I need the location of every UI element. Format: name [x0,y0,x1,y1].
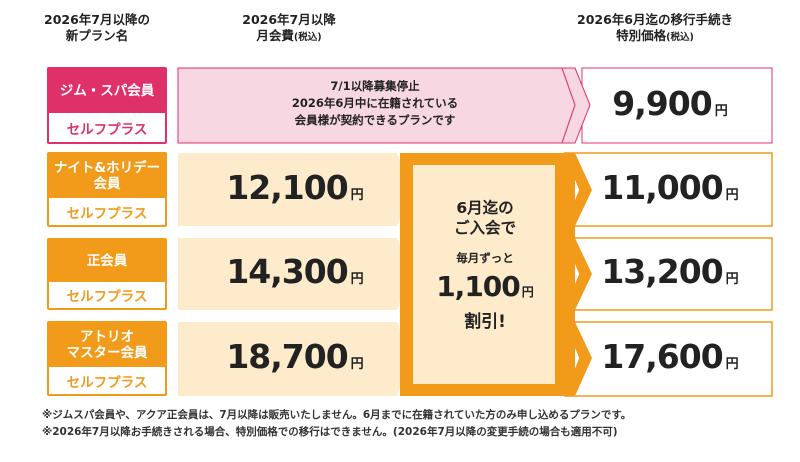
row1-price-notch [561,67,591,144]
price-value: 11,000 [601,168,723,207]
plan-sub: セルフプラス [49,367,165,394]
price-value: 9,900 [612,84,712,123]
notice-line: 会員様が契約できるプランです [294,113,456,127]
tax-note: (税込) [666,32,694,43]
header-special-price: 2026年6月迄の移行手続き 特別価格(税込) [540,12,770,46]
yen-unit: 円 [725,272,739,287]
yen-unit: 円 [521,285,534,299]
price-value: 12,100 [226,168,348,207]
row1-price-cell [581,67,773,144]
plan-name: ジム・スパ会員 [49,69,165,113]
plan-name: 正会員 [49,240,165,282]
discount-block: 6月迄の ご入会で 毎月ずっと 1,100 円 割引! [420,198,550,332]
discount-line: 6月迄の [456,199,514,217]
yen-unit: 円 [725,188,739,203]
plan-name: アトリオ マスター会員 [49,323,165,367]
plan-label-atrio-master: アトリオ マスター会員 セルフプラス [47,321,167,396]
yen-unit: 円 [725,357,739,372]
row4-special-price: 17,600 円 [575,337,765,376]
header-text: 新プラン名 [65,28,129,43]
header-text: 特別価格 [616,28,667,43]
row4-monthly-fee: 18,700 円 [195,337,395,376]
notice-line: 2026年6月中に在籍されている [291,96,459,110]
discount-line: 毎月ずっと [456,251,514,265]
yen-unit: 円 [350,188,364,203]
row3-special-price: 13,200 円 [575,252,765,291]
tax-note: (税込) [293,32,322,43]
plan-name: ナイト&ホリデー 会員 [49,154,165,198]
footnote: ※2026年7月以降お手続きされる場合、特別価格での移行はできません。(2026… [42,426,618,438]
header-text: 月会費 [256,28,294,43]
discount-inner-panel [413,165,555,384]
row4-arrow [565,322,592,396]
plan-name-line: ナイト&ホリデー [53,160,161,176]
plan-label-regular: 正会員 セルフプラス [47,238,167,310]
row2-special-price: 11,000 円 [575,168,765,207]
yen-unit: 円 [350,272,364,287]
yen-unit: 円 [350,357,364,372]
row2-arrow [565,153,592,226]
plan-sub: セルフプラス [49,198,165,225]
row3-arrow [565,238,592,310]
plan-name-line: 会員 [93,176,121,192]
price-value: 14,300 [226,252,348,291]
plan-label-gym-spa: ジム・スパ会員 セルフプラス [47,67,167,144]
header-monthly-fee: 2026年7月以降 月会費(税込) [194,12,384,46]
header-text: 2026年7月以降 [242,12,336,27]
notice-line: 7/1以降募集停止 [330,79,420,93]
price-value: 13,200 [601,252,723,291]
header-text: 2026年6月迄の移行手続き [577,12,733,27]
plan-sub: セルフプラス [49,282,165,308]
discount-amount: 1,100 円 [420,270,550,303]
header-text: 2026年7月以降の [44,12,150,27]
footnote: ※ジムスパ会員や、アクア正会員は、7月以降は販売いたしません。6月までに在籍され… [42,409,632,421]
price-value: 17,600 [601,337,723,376]
row2-fee-cell [178,153,410,226]
row3-monthly-fee: 14,300 円 [195,252,395,291]
price-value: 18,700 [226,337,348,376]
row2-monthly-fee: 12,100 円 [195,168,395,207]
plan-name-line: アトリオ [80,329,134,345]
plan-label-night-holiday: ナイト&ホリデー 会員 セルフプラス [47,152,167,227]
discount-line: ご入会で [453,219,516,237]
plan-name-line: マスター会員 [66,345,148,361]
plan-sub: セルフプラス [49,113,165,142]
yen-unit: 円 [714,104,728,119]
row3-fee-cell [178,238,410,310]
row4-fee-cell [178,322,410,396]
header-new-plan-name: 2026年7月以降の 新プラン名 [22,12,172,44]
discount-line: 割引! [464,312,506,332]
discount-value: 1,100 [436,270,521,303]
row1-special-price: 9,900 円 [575,84,765,123]
row1-notice: 7/1以降募集停止 2026年6月中に在籍されている 会員様が契約できるプランで… [190,78,560,129]
